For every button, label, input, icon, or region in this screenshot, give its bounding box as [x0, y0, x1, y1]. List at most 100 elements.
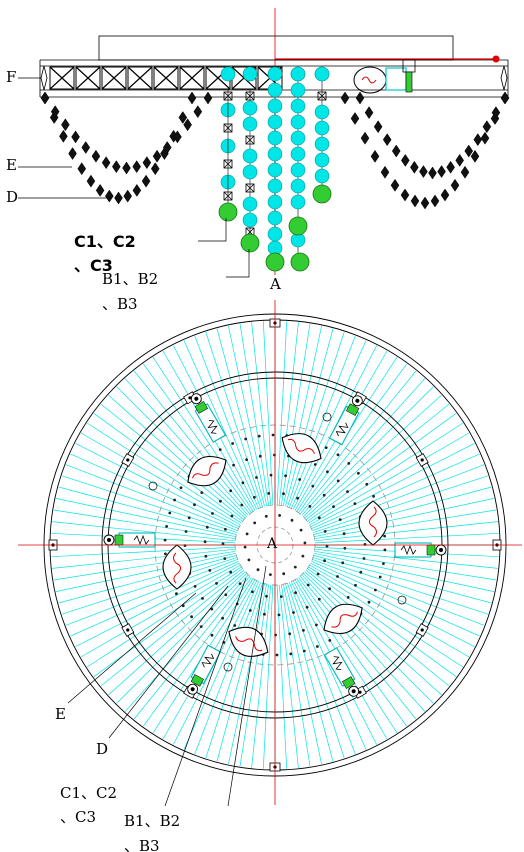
- crystal-rod: [116, 386, 247, 517]
- driver-knob-center: [190, 687, 195, 692]
- bead-dot: [306, 583, 310, 587]
- bead-dot: [173, 498, 177, 502]
- crystal-rod: [143, 577, 252, 727]
- bead-dot: [317, 597, 321, 601]
- crystal-rod: [124, 574, 249, 712]
- bead-dot: [302, 649, 306, 653]
- driver-knob-center: [351, 689, 356, 694]
- black-bead: [350, 112, 360, 125]
- bead-dot: [215, 582, 218, 585]
- crystal-rod: [143, 363, 252, 513]
- crystal-rod: [311, 453, 480, 530]
- bead-dot: [269, 573, 272, 576]
- black-bead: [59, 129, 68, 143]
- filament: [368, 506, 377, 538]
- bead-dot: [240, 503, 244, 507]
- crystal-rod: [312, 475, 489, 533]
- bead-dot: [224, 527, 227, 531]
- black-bead: [40, 91, 50, 105]
- black-bead: [112, 160, 121, 174]
- bead-dot: [347, 462, 351, 465]
- bead-dot: [311, 484, 315, 488]
- crystal-rod: [108, 571, 246, 696]
- bead-dot: [336, 575, 339, 578]
- black-bead: [173, 130, 182, 144]
- driver-knob-center: [107, 538, 111, 542]
- crystal-rod: [61, 475, 238, 533]
- bead-dot: [211, 512, 214, 515]
- crystal-rod: [228, 325, 268, 506]
- bead-dot-rings: [163, 433, 387, 657]
- bead-dot: [316, 572, 320, 576]
- bead-dot: [267, 492, 271, 495]
- black-bead: [464, 144, 474, 158]
- label-e-side: E: [6, 156, 17, 174]
- bead-dot: [343, 546, 347, 550]
- bead-dot: [264, 514, 268, 518]
- crystal-rod: [58, 486, 237, 535]
- crystal-rod: [287, 582, 345, 759]
- led-driver-module: [187, 626, 269, 695]
- bead-dot: [292, 611, 295, 614]
- crystal-rod: [216, 328, 265, 507]
- square-bead: [245, 91, 255, 101]
- bead-dot: [168, 511, 172, 515]
- bead-dot: [164, 552, 167, 556]
- bead-dot: [299, 528, 303, 532]
- leaf-shade: [323, 603, 363, 635]
- bead-dot: [323, 559, 326, 563]
- crystal-bead: [242, 164, 258, 180]
- black-bead: [86, 174, 96, 188]
- square-bead-cross: [317, 91, 327, 101]
- led-driver-module: [323, 603, 363, 697]
- black-bead: [95, 183, 105, 197]
- bead-dot: [224, 593, 228, 597]
- mounting-tab-hole: [420, 458, 424, 462]
- leaf-shade: [358, 500, 388, 546]
- bead-dot: [199, 625, 203, 628]
- bead-dot: [278, 514, 281, 517]
- bead-dot: [248, 609, 252, 612]
- label-c-plan-2: 、C3: [60, 808, 96, 826]
- crystal-rod: [133, 575, 251, 720]
- crystal-bead: [267, 130, 283, 146]
- black-bead: [470, 149, 480, 163]
- black-bead: [500, 91, 510, 105]
- crystal-rod: [307, 413, 457, 522]
- crystal-rod: [311, 560, 480, 637]
- black-bead: [81, 141, 91, 154]
- black-bead: [437, 165, 446, 179]
- bead-dot: [279, 595, 283, 598]
- glass-ball: [312, 184, 332, 204]
- crystal-rod: [314, 498, 495, 538]
- crystal-rod: [65, 464, 238, 532]
- bead-dot: [372, 494, 375, 498]
- bead-dot: [256, 568, 260, 572]
- truss-cross: [49, 66, 75, 90]
- black-bead: [382, 133, 392, 147]
- bead-dot: [354, 583, 357, 587]
- bead-dot: [313, 463, 317, 466]
- crystal-rod: [152, 356, 254, 512]
- crystal-rod: [307, 568, 457, 677]
- bead-dot: [365, 482, 369, 486]
- led-driver-module: [103, 532, 192, 590]
- label-a-plan: A: [266, 536, 278, 552]
- black-bead: [61, 118, 70, 132]
- truss-cell: [75, 66, 101, 90]
- black-chain-swags: [40, 91, 510, 210]
- bead-dot: [165, 525, 169, 528]
- bead-dot: [328, 587, 331, 591]
- bead-dot: [317, 516, 321, 520]
- crystal-rod: [239, 323, 270, 506]
- black-bead: [141, 174, 151, 188]
- square-bead-cross: [245, 91, 255, 101]
- bead-dot: [315, 623, 318, 627]
- black-bead: [152, 149, 162, 163]
- crystal-bead: [290, 146, 306, 162]
- crystal-rod: [290, 581, 367, 750]
- truss: [49, 66, 283, 90]
- crystal-bead: [220, 66, 236, 82]
- black-bead: [68, 147, 77, 161]
- crystal-rod: [280, 584, 311, 767]
